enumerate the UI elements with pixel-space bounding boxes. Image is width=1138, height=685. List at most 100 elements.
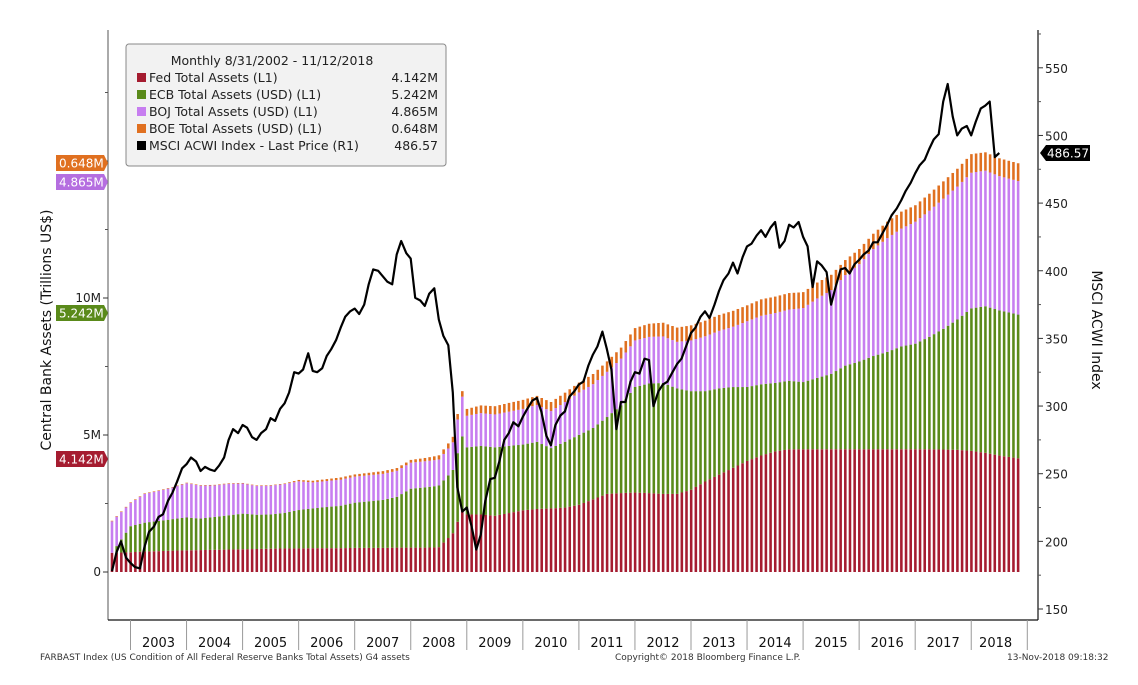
- bar-boj: [465, 415, 469, 448]
- bar-boj: [689, 340, 693, 392]
- bar-boe: [311, 480, 315, 483]
- bar-boe: [433, 456, 436, 461]
- bar-boj: [138, 496, 142, 524]
- bar-ecb: [787, 380, 791, 450]
- value-tag-ecb: [56, 305, 108, 321]
- bar-ecb: [727, 387, 730, 471]
- bar-fed: [573, 505, 576, 572]
- bar-fed: [222, 549, 226, 572]
- bar-fed: [362, 547, 366, 572]
- bar-fed: [507, 513, 511, 572]
- bar-fed: [946, 449, 950, 572]
- bar-ecb: [325, 507, 329, 549]
- bar-fed: [545, 508, 548, 572]
- bar-boj: [302, 481, 305, 510]
- bar-boj: [124, 507, 128, 533]
- bar-boj: [456, 419, 459, 454]
- bar-fed: [269, 548, 273, 572]
- bar-ecb: [297, 510, 301, 549]
- bar-fed: [447, 538, 450, 572]
- bar-boj: [334, 480, 338, 507]
- bar-boe: [264, 485, 268, 486]
- bar-fed: [456, 521, 459, 572]
- bar-boe: [222, 483, 226, 485]
- year-label-2007: 2007: [366, 636, 399, 651]
- bar-boj: [143, 493, 146, 523]
- bar-fed: [605, 493, 609, 572]
- bar-ecb: [535, 441, 539, 509]
- bar-boj: [886, 238, 889, 352]
- bar-ecb: [886, 351, 889, 450]
- bar-boe: [526, 398, 529, 408]
- bar-boj: [717, 330, 721, 389]
- bar-ecb: [283, 512, 287, 549]
- bar-fed: [414, 547, 417, 572]
- bar-ecb: [176, 518, 179, 551]
- bar-ecb: [362, 501, 366, 548]
- bar-ecb: [437, 485, 441, 548]
- bar-fed: [998, 455, 1001, 572]
- bar-boj: [367, 475, 371, 502]
- legend: Monthly 8/31/2002 - 11/12/2018 Fed Total…: [125, 43, 447, 167]
- bar-boj: [395, 470, 399, 497]
- bar-fed: [423, 547, 427, 572]
- bar-boj: [708, 334, 712, 391]
- bar-boj: [610, 367, 614, 414]
- bar-boe: [376, 471, 380, 475]
- year-label-2004: 2004: [198, 636, 231, 651]
- bar-boe: [475, 406, 478, 414]
- bar-boj: [549, 411, 553, 449]
- bar-boe: [928, 193, 931, 211]
- bar-boe: [171, 487, 174, 488]
- bar-fed: [797, 449, 800, 572]
- bar-ecb: [344, 504, 347, 549]
- bar-boe: [334, 478, 338, 481]
- year-label-2012: 2012: [646, 636, 679, 651]
- bar-boe: [194, 484, 198, 485]
- bar-boe: [339, 477, 343, 480]
- bar-boe: [517, 400, 520, 410]
- bar-ecb: [965, 312, 969, 451]
- bar-boj: [418, 461, 422, 488]
- bar-fed: [433, 547, 436, 572]
- bar-fed: [633, 492, 637, 572]
- bar-ecb: [858, 361, 861, 450]
- bar-fed: [278, 548, 282, 572]
- bar-boe: [236, 483, 240, 484]
- bar-boj: [484, 413, 487, 447]
- bar-boe: [124, 506, 128, 508]
- bar-ecb: [895, 348, 898, 450]
- bar-ecb: [470, 446, 473, 515]
- bar-boe: [965, 158, 969, 178]
- bar-ecb: [942, 328, 945, 450]
- bar-boj: [442, 453, 445, 481]
- bar-fed: [872, 449, 875, 572]
- bar-boe: [801, 292, 805, 309]
- bar-boe: [418, 458, 422, 462]
- bar-fed: [787, 449, 791, 572]
- legend-value-boe: 0.648M: [391, 121, 438, 136]
- bar-fed: [549, 508, 553, 572]
- bar-ecb: [960, 315, 964, 451]
- bar-boj: [858, 264, 861, 362]
- bar-fed: [241, 549, 245, 572]
- bar-boj: [414, 462, 417, 489]
- bar-ecb: [563, 441, 567, 508]
- bar-boj: [330, 480, 333, 507]
- value-tag-text-ecb: 5.242M: [59, 307, 104, 321]
- bar-fed: [489, 515, 492, 572]
- bar-fed: [213, 549, 217, 572]
- legend-swatch-boj: [137, 107, 146, 116]
- bar-boe: [390, 469, 394, 472]
- left-tick-label: 10M: [75, 291, 101, 305]
- bar-fed: [745, 460, 749, 572]
- bar-boj: [680, 341, 684, 390]
- bar-boj: [928, 210, 931, 337]
- bar-boe: [344, 476, 347, 479]
- bar-fed: [657, 493, 660, 572]
- bar-boj: [703, 336, 707, 392]
- bar-boe: [974, 153, 978, 173]
- bar-fed: [699, 484, 702, 572]
- bar-fed: [666, 493, 670, 572]
- bar-ecb: [381, 499, 385, 548]
